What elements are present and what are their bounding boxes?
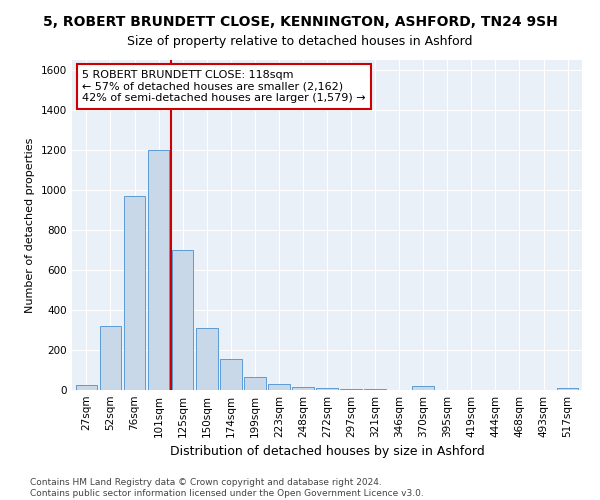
Text: Size of property relative to detached houses in Ashford: Size of property relative to detached ho… bbox=[127, 35, 473, 48]
Bar bbox=[340, 389, 362, 390]
Bar bbox=[316, 388, 338, 390]
X-axis label: Distribution of detached houses by size in Ashford: Distribution of detached houses by size … bbox=[170, 446, 484, 458]
Text: 5, ROBERT BRUNDETT CLOSE, KENNINGTON, ASHFORD, TN24 9SH: 5, ROBERT BRUNDETT CLOSE, KENNINGTON, AS… bbox=[43, 15, 557, 29]
Bar bbox=[124, 196, 145, 390]
Bar bbox=[196, 328, 218, 390]
Bar bbox=[268, 384, 290, 390]
Bar bbox=[220, 359, 242, 390]
Bar bbox=[172, 250, 193, 390]
Bar bbox=[148, 150, 169, 390]
Bar bbox=[76, 385, 97, 390]
Bar bbox=[412, 386, 434, 390]
Bar bbox=[292, 387, 314, 390]
Y-axis label: Number of detached properties: Number of detached properties bbox=[25, 138, 35, 312]
Bar bbox=[100, 326, 121, 390]
Text: 5 ROBERT BRUNDETT CLOSE: 118sqm
← 57% of detached houses are smaller (2,162)
42%: 5 ROBERT BRUNDETT CLOSE: 118sqm ← 57% of… bbox=[82, 70, 366, 103]
Bar bbox=[244, 377, 266, 390]
Bar bbox=[557, 388, 578, 390]
Text: Contains HM Land Registry data © Crown copyright and database right 2024.
Contai: Contains HM Land Registry data © Crown c… bbox=[30, 478, 424, 498]
